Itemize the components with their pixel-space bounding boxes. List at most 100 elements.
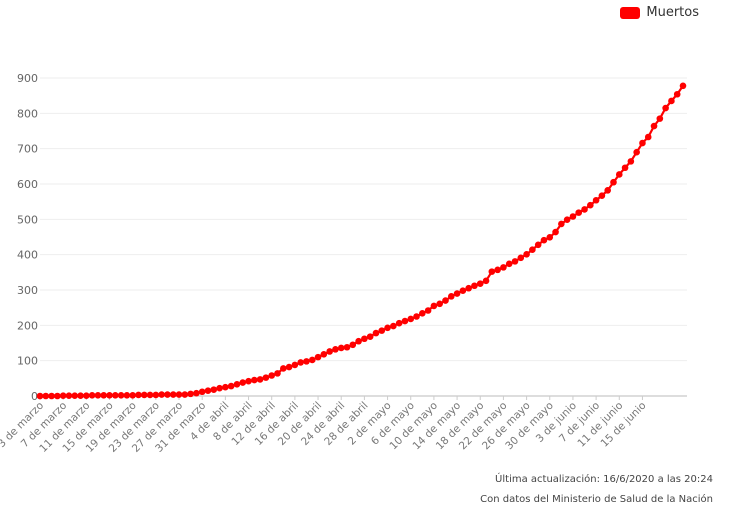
data-point[interactable] <box>94 391 102 399</box>
data-point[interactable] <box>558 220 565 228</box>
data-point[interactable] <box>471 282 478 290</box>
data-point[interactable] <box>59 392 67 399</box>
data-point[interactable] <box>210 386 218 393</box>
data-point[interactable] <box>198 388 206 396</box>
data-point[interactable] <box>262 374 270 381</box>
data-point[interactable] <box>517 254 525 262</box>
data-point[interactable] <box>366 333 374 340</box>
data-point[interactable] <box>285 363 293 371</box>
data-point[interactable] <box>505 260 513 268</box>
data-point[interactable] <box>106 391 113 399</box>
data-point[interactable] <box>378 327 386 334</box>
data-point[interactable] <box>500 264 507 271</box>
data-point[interactable] <box>476 280 484 287</box>
data-point[interactable] <box>239 379 247 386</box>
data-point[interactable] <box>453 290 461 297</box>
data-point[interactable] <box>447 293 455 300</box>
data-point[interactable] <box>384 324 391 332</box>
data-point[interactable] <box>112 391 119 399</box>
data-point[interactable] <box>303 358 310 365</box>
data-point[interactable] <box>279 365 287 372</box>
data-point[interactable] <box>355 337 362 345</box>
data-point[interactable] <box>465 284 472 292</box>
data-point[interactable] <box>129 391 136 399</box>
data-point[interactable] <box>65 392 73 399</box>
data-point[interactable] <box>627 158 635 165</box>
data-point[interactable] <box>140 391 148 399</box>
data-point[interactable] <box>511 258 519 265</box>
data-point[interactable] <box>673 90 681 98</box>
data-point[interactable] <box>123 391 131 399</box>
data-point[interactable] <box>592 196 600 204</box>
data-point[interactable] <box>222 383 229 391</box>
data-point[interactable] <box>88 391 96 399</box>
data-point[interactable] <box>482 277 490 285</box>
data-point[interactable] <box>48 392 55 400</box>
data-point[interactable] <box>204 387 212 395</box>
data-point[interactable] <box>169 391 177 398</box>
data-point[interactable] <box>413 313 420 320</box>
data-point[interactable] <box>488 268 496 275</box>
data-point[interactable] <box>604 187 611 194</box>
data-point[interactable] <box>332 346 339 353</box>
data-point[interactable] <box>256 376 264 383</box>
data-point[interactable] <box>563 216 571 223</box>
data-point[interactable] <box>598 192 606 199</box>
data-point[interactable] <box>337 344 345 352</box>
data-point[interactable] <box>245 377 252 385</box>
data-point[interactable] <box>314 353 322 361</box>
data-point[interactable] <box>442 297 449 304</box>
data-point[interactable] <box>320 351 328 358</box>
data-point[interactable] <box>175 391 183 398</box>
data-point[interactable] <box>216 384 223 392</box>
data-point[interactable] <box>268 372 276 379</box>
data-point[interactable] <box>534 241 542 249</box>
data-point[interactable] <box>639 139 646 147</box>
data-point[interactable] <box>42 392 50 400</box>
data-point[interactable] <box>407 315 415 323</box>
data-point[interactable] <box>77 392 84 399</box>
data-point[interactable] <box>552 228 559 236</box>
data-point[interactable] <box>424 307 432 314</box>
data-point[interactable] <box>529 246 536 254</box>
data-point[interactable] <box>251 376 258 384</box>
legend[interactable]: Muertos <box>620 5 699 20</box>
data-point[interactable] <box>546 234 554 241</box>
data-point[interactable] <box>181 391 189 398</box>
data-point[interactable] <box>581 206 588 213</box>
data-point[interactable] <box>343 343 351 351</box>
data-point[interactable] <box>430 302 438 310</box>
data-point[interactable] <box>361 335 368 343</box>
data-point[interactable] <box>575 209 583 216</box>
data-point[interactable] <box>187 390 194 398</box>
data-point[interactable] <box>372 329 380 337</box>
data-point[interactable] <box>227 382 235 390</box>
data-point[interactable] <box>587 201 594 209</box>
data-point[interactable] <box>494 266 501 274</box>
data-point[interactable] <box>569 213 577 220</box>
data-point[interactable] <box>117 391 125 399</box>
data-point[interactable] <box>610 178 617 186</box>
data-point[interactable] <box>349 341 357 349</box>
data-point[interactable] <box>615 171 623 178</box>
data-point[interactable] <box>679 82 687 90</box>
data-point[interactable] <box>308 356 316 364</box>
data-point[interactable] <box>164 391 171 398</box>
data-point[interactable] <box>71 392 79 399</box>
data-point[interactable] <box>326 348 333 355</box>
data-point[interactable] <box>621 164 629 172</box>
data-point[interactable] <box>233 381 241 388</box>
data-point[interactable] <box>633 148 640 156</box>
data-point[interactable] <box>36 392 44 400</box>
data-point[interactable] <box>395 319 403 327</box>
data-point[interactable] <box>135 391 142 399</box>
data-point[interactable] <box>656 115 664 122</box>
data-point[interactable] <box>644 133 652 141</box>
data-point[interactable] <box>523 251 530 258</box>
data-point[interactable] <box>152 391 160 399</box>
data-point[interactable] <box>274 370 281 377</box>
data-point[interactable] <box>650 122 658 130</box>
data-point[interactable] <box>668 97 675 105</box>
data-point[interactable] <box>662 104 669 112</box>
data-point[interactable] <box>100 391 108 399</box>
